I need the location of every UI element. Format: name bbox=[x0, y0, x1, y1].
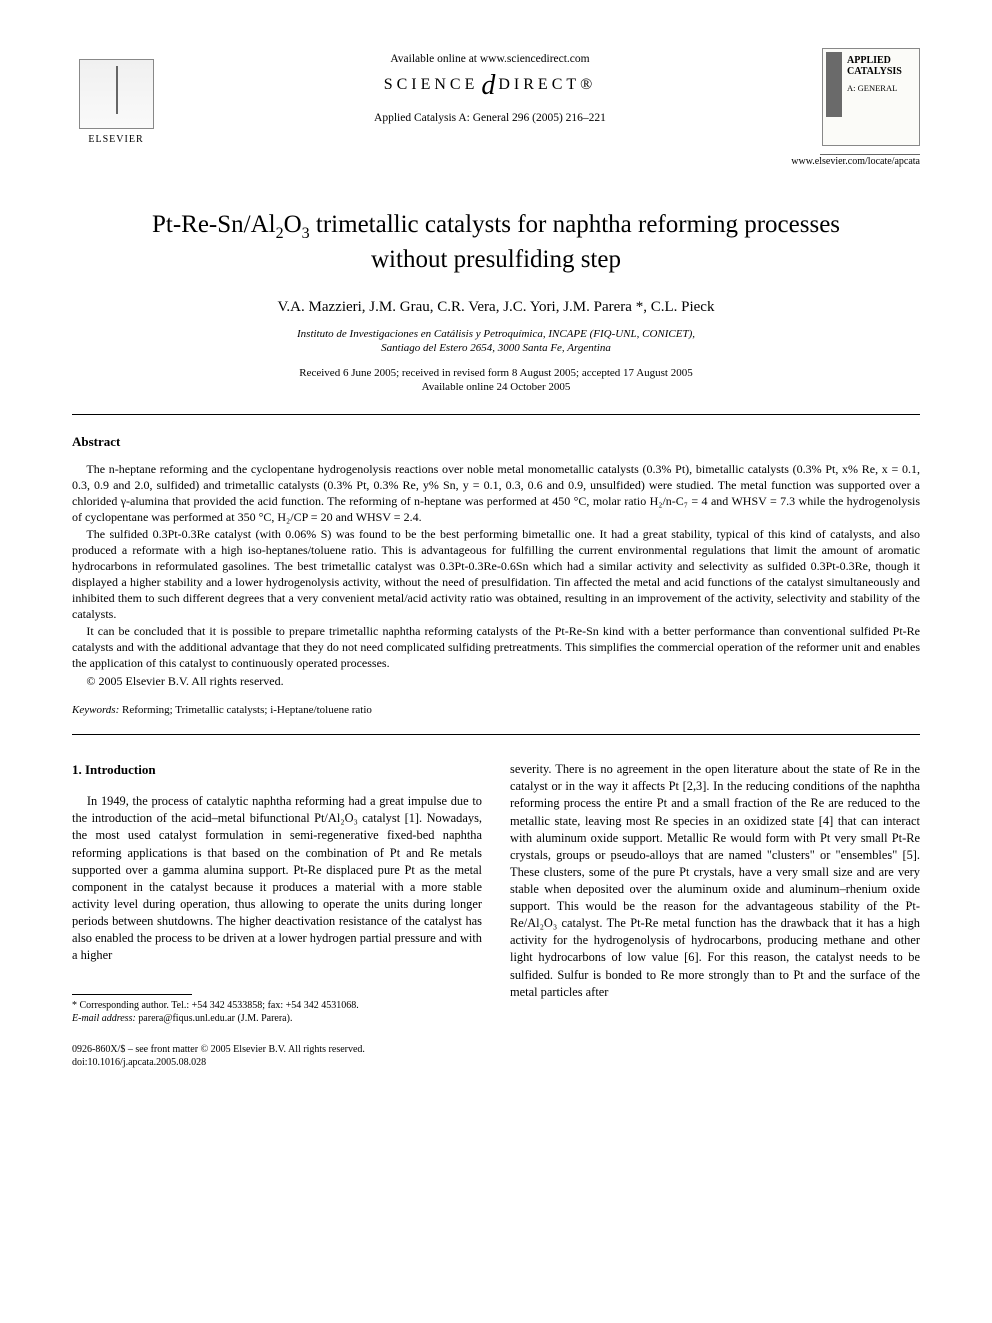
journal-cover: APPLIED CATALYSIS A: GENERAL www.elsevie… bbox=[820, 48, 920, 169]
intro-col2-text: severity. There is no agreement in the o… bbox=[510, 761, 920, 1001]
corresponding-footnote: * Corresponding author. Tel.: +54 342 45… bbox=[72, 999, 482, 1025]
keywords-label: Keywords: bbox=[72, 704, 119, 716]
abstract-p1: The n-heptane reforming and the cyclopen… bbox=[72, 461, 920, 526]
abstract-heading: Abstract bbox=[72, 433, 920, 451]
keywords-text: Reforming; Trimetallic catalysts; i-Hept… bbox=[122, 704, 372, 716]
cover-title-1: APPLIED bbox=[847, 55, 891, 66]
column-left: 1. Introduction In 1949, the process of … bbox=[72, 761, 482, 1025]
footnote-email: parera@fiqus.unl.edu.ar (J.M. Parera). bbox=[138, 1013, 292, 1024]
journal-url: www.elsevier.com/locate/apcata bbox=[791, 155, 920, 169]
page-header: ELSEVIER Available online at www.science… bbox=[72, 48, 920, 169]
elsevier-tree-icon bbox=[79, 59, 154, 129]
keywords-line: Keywords: Reforming; Trimetallic catalys… bbox=[72, 703, 920, 718]
footnote-rule bbox=[72, 994, 192, 995]
authors-line: V.A. Mazzieri, J.M. Grau, C.R. Vera, J.C… bbox=[72, 297, 920, 317]
dates-line2: Available online 24 October 2005 bbox=[422, 381, 571, 393]
intro-col1-text: In 1949, the process of catalytic naphth… bbox=[72, 793, 482, 964]
affiliation: Instituto de Investigaciones en Catálisi… bbox=[72, 327, 920, 356]
sd-at-icon: d bbox=[481, 78, 495, 95]
intro-heading: 1. Introduction bbox=[72, 761, 482, 779]
rule-below-abstract bbox=[72, 734, 920, 735]
available-online-text: Available online at www.sciencedirect.co… bbox=[390, 52, 589, 68]
publisher-name: ELSEVIER bbox=[88, 133, 143, 147]
sd-right: DIRECT® bbox=[498, 74, 596, 96]
article-dates: Received 6 June 2005; received in revise… bbox=[72, 366, 920, 395]
copyright-line: © 2005 Elsevier B.V. All rights reserved… bbox=[72, 673, 920, 689]
elsevier-logo: ELSEVIER bbox=[72, 48, 160, 146]
dates-line1: Received 6 June 2005; received in revise… bbox=[299, 367, 692, 379]
article-title: Pt-Re-Sn/Al2O3 trimetallic catalysts for… bbox=[112, 209, 880, 277]
sd-left: SCIENCE bbox=[384, 74, 479, 96]
sciencedirect-logo: SCIENCE d DIRECT® bbox=[384, 74, 597, 96]
footnote-email-label: E-mail address: bbox=[72, 1013, 136, 1024]
header-center: Available online at www.sciencedirect.co… bbox=[160, 48, 820, 127]
abstract-section: Abstract The n-heptane reforming and the… bbox=[72, 433, 920, 689]
abstract-p3: It can be concluded that it is possible … bbox=[72, 623, 920, 672]
affiliation-line1: Instituto de Investigaciones en Catálisi… bbox=[297, 328, 695, 340]
column-right: severity. There is no agreement in the o… bbox=[510, 761, 920, 1025]
journal-reference: Applied Catalysis A: General 296 (2005) … bbox=[374, 111, 606, 127]
bottom-line2: doi:10.1016/j.apcata.2005.08.028 bbox=[72, 1056, 920, 1069]
bottom-line1: 0926-860X/$ – see front matter © 2005 El… bbox=[72, 1043, 920, 1056]
cover-thumbnail: APPLIED CATALYSIS A: GENERAL bbox=[822, 48, 920, 146]
affiliation-line2: Santiago del Estero 2654, 3000 Santa Fe,… bbox=[381, 342, 611, 354]
footnote-corr: * Corresponding author. Tel.: +54 342 45… bbox=[72, 999, 482, 1012]
rule-above-abstract bbox=[72, 414, 920, 415]
body-columns: 1. Introduction In 1949, the process of … bbox=[72, 761, 920, 1025]
bottom-meta: 0926-860X/$ – see front matter © 2005 El… bbox=[72, 1043, 920, 1069]
cover-title-2: CATALYSIS bbox=[847, 66, 902, 77]
cover-subtitle: A: GENERAL bbox=[847, 83, 897, 94]
abstract-p2: The sulfided 0.3Pt-0.3Re catalyst (with … bbox=[72, 526, 920, 623]
